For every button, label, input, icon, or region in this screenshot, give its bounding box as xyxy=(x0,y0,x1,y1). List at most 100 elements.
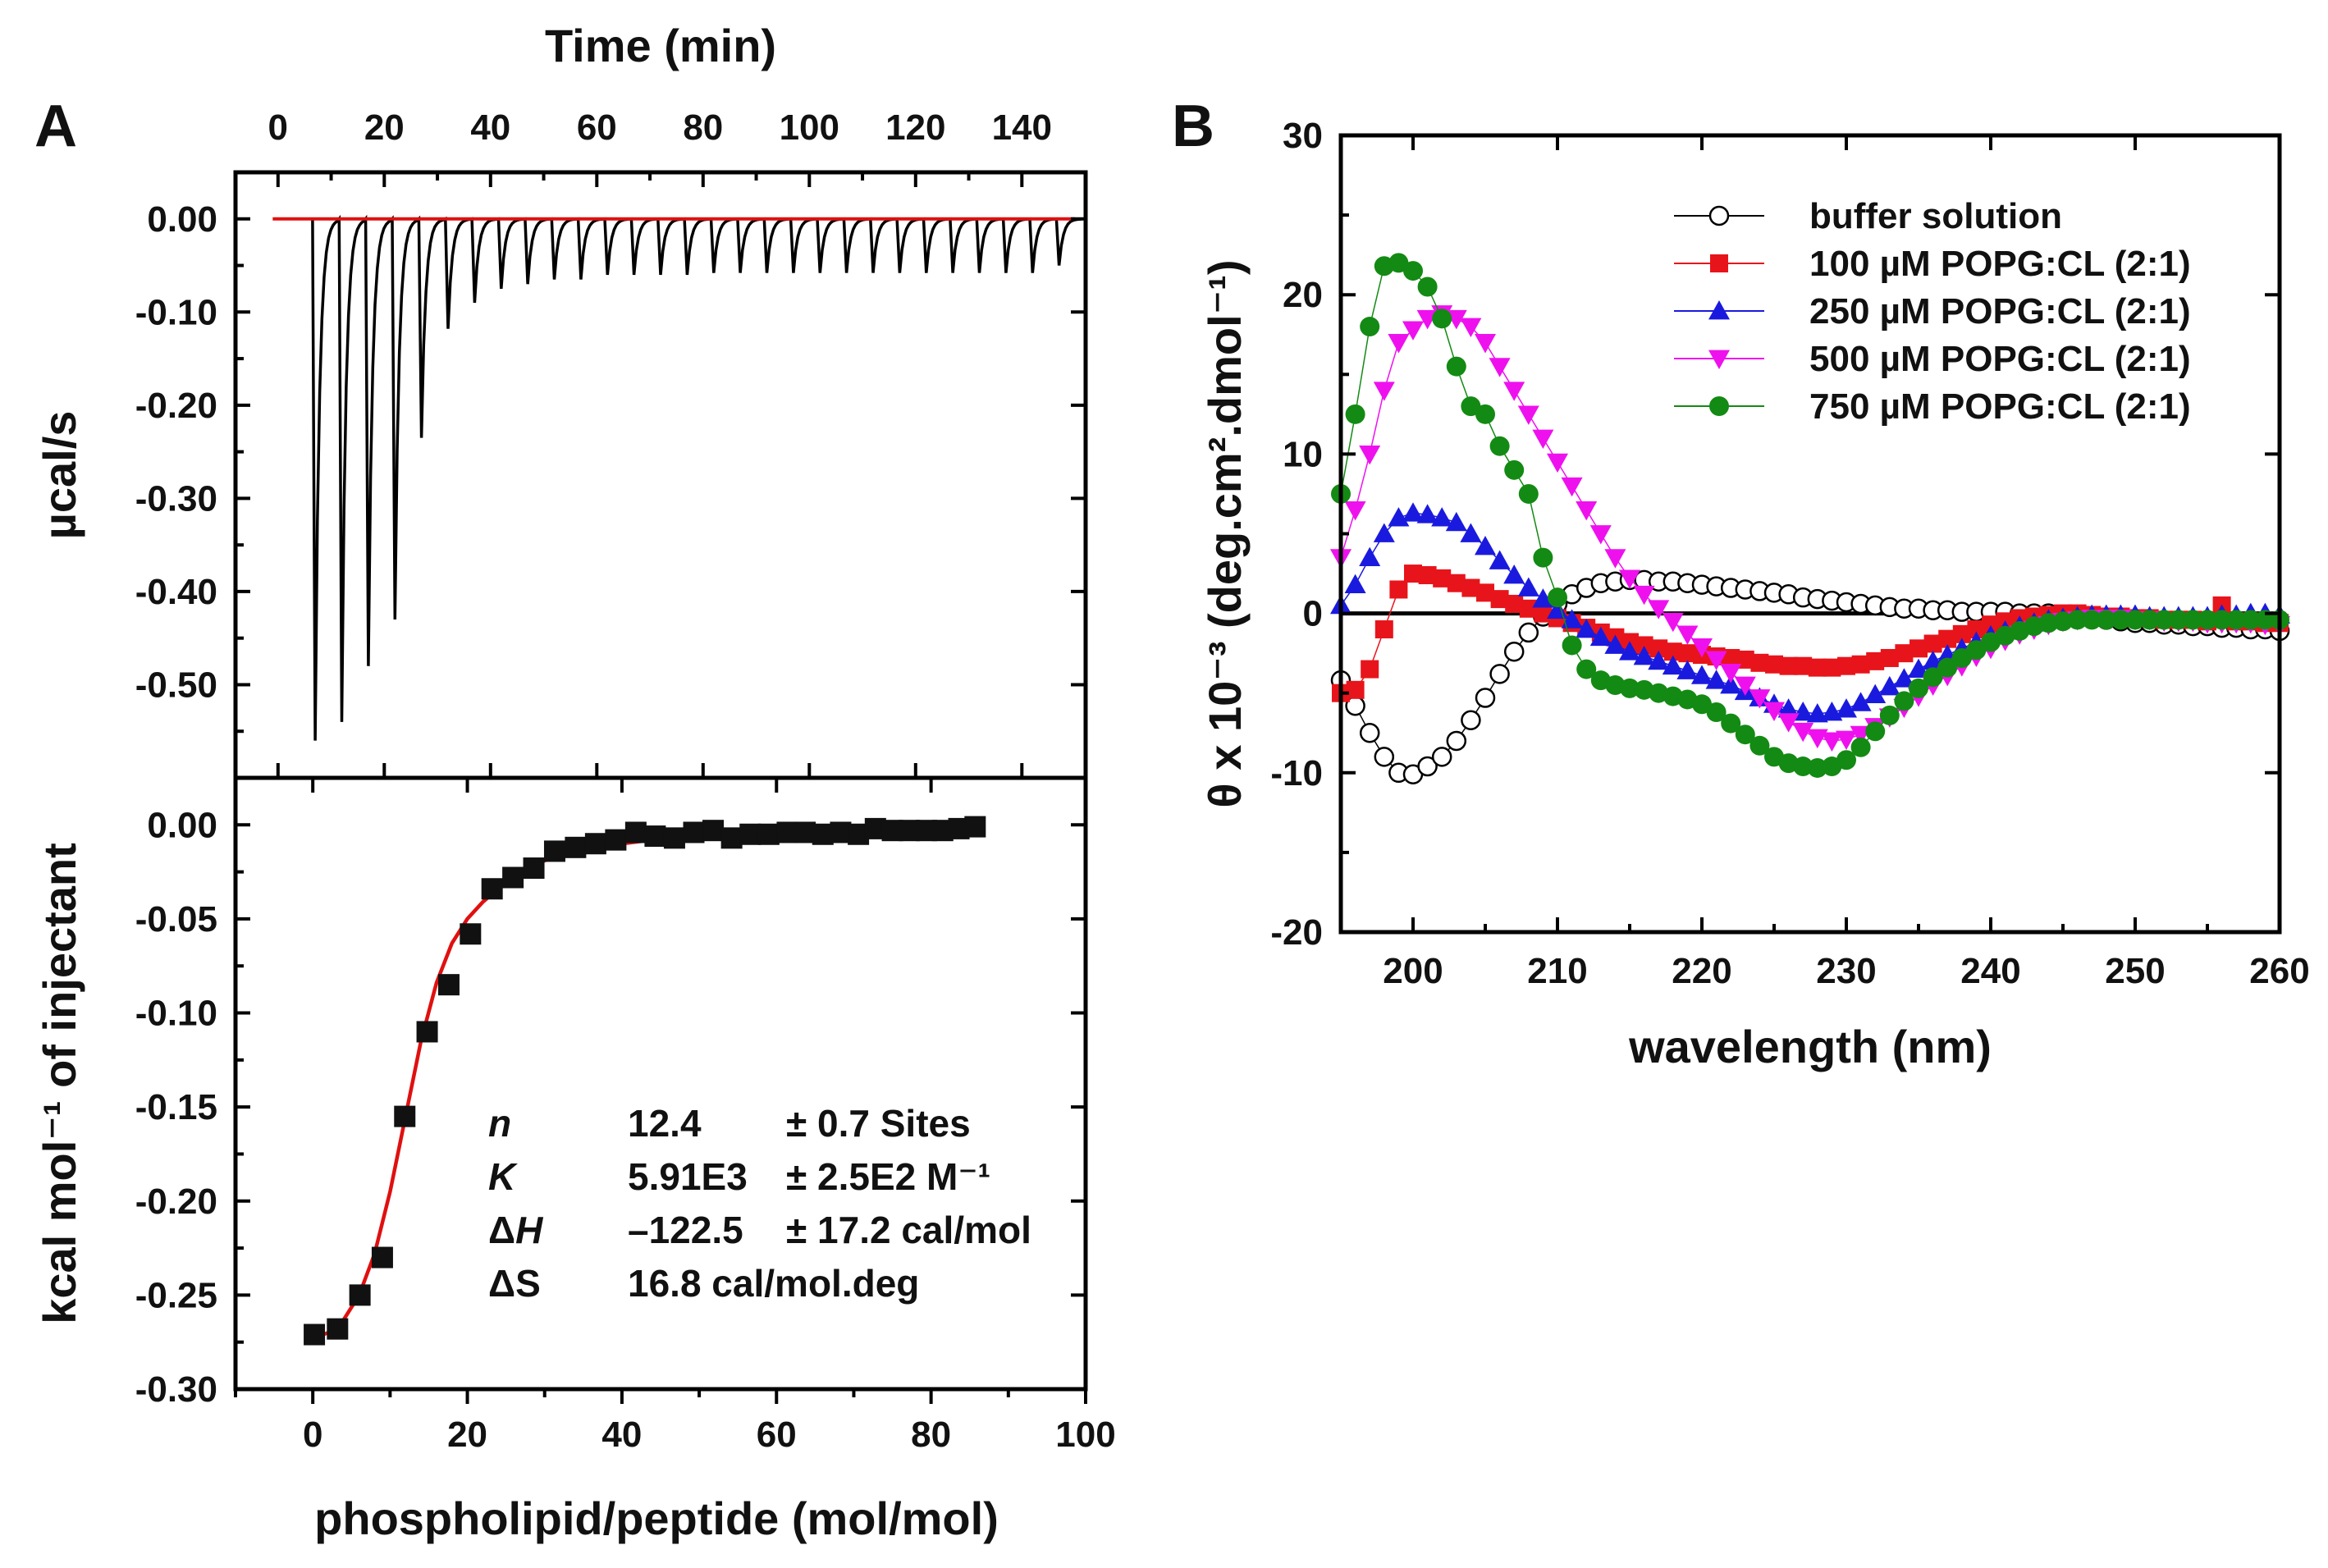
y-tick-label: -0.20 xyxy=(135,1182,217,1222)
series-point xyxy=(2139,610,2160,630)
cd-spectra-plot: -20 -10 0 10 20 30 200 210 220 230 240 250 260 wavele… xyxy=(1199,116,2310,1072)
series-point xyxy=(1879,705,1900,725)
series-point xyxy=(1489,358,1511,377)
series-point xyxy=(1432,309,1452,329)
data-point xyxy=(543,840,565,862)
series-point xyxy=(1460,318,1482,338)
data-point xyxy=(371,1246,393,1269)
series-point xyxy=(1982,615,2000,634)
series-point xyxy=(1489,550,1511,569)
x-tick-label: 140 xyxy=(992,107,1052,148)
series-point xyxy=(1460,523,1482,542)
param-name: ΔH xyxy=(488,1209,543,1251)
data-point xyxy=(605,829,627,851)
series-point xyxy=(1475,404,1495,424)
y-tick-label: -0.05 xyxy=(135,899,217,939)
series-point xyxy=(1837,656,1855,675)
series-point xyxy=(1402,502,1424,522)
series-point xyxy=(1461,578,1480,597)
series-point xyxy=(2125,610,2145,630)
y-tick-label: -0.40 xyxy=(135,572,217,612)
series-point xyxy=(1923,634,1942,653)
series-point xyxy=(1373,382,1395,401)
series-point xyxy=(1504,459,1525,480)
data-point xyxy=(964,816,986,838)
series-point xyxy=(1417,756,1438,777)
series-point xyxy=(1662,655,1684,675)
x-tick-label: 120 xyxy=(885,107,945,148)
series-point xyxy=(1360,317,1380,337)
series-point xyxy=(2240,610,2261,630)
series-point xyxy=(1359,546,1381,567)
series-point xyxy=(1403,261,1423,281)
series-point xyxy=(1346,680,1365,699)
series-point xyxy=(1433,569,1452,587)
series-point xyxy=(1777,698,1800,718)
series-point xyxy=(1966,640,1987,661)
series-point xyxy=(1720,664,1742,683)
series-point xyxy=(1619,569,1640,589)
y-tick-label: -0.20 xyxy=(135,386,217,426)
series-point xyxy=(1445,511,1467,532)
data-point xyxy=(565,836,587,858)
y-tick-label: -10 xyxy=(1270,753,1323,793)
series-point xyxy=(1894,691,1914,711)
series-point xyxy=(2198,610,2217,630)
series-point xyxy=(1952,624,1971,643)
series-point xyxy=(1720,674,1742,694)
series-point xyxy=(1388,253,1409,273)
panel-a-letter: A xyxy=(34,94,77,159)
series-point xyxy=(1404,565,1422,583)
series-point xyxy=(1561,477,1583,497)
series-point xyxy=(1937,657,1958,678)
series-point xyxy=(1446,356,1466,377)
data-point xyxy=(702,820,725,842)
series-point xyxy=(1503,382,1525,401)
data-point xyxy=(523,857,545,880)
series-point xyxy=(1880,648,1899,667)
series-point xyxy=(1518,483,1539,504)
legend-marker xyxy=(1708,300,1730,320)
param-name: ΔS xyxy=(488,1262,541,1305)
series-point xyxy=(1604,549,1626,569)
x-tick-label: 230 xyxy=(1816,951,1876,991)
series-point xyxy=(1633,646,1655,665)
series-point xyxy=(1505,594,1524,613)
data-point xyxy=(683,821,705,843)
series-point xyxy=(1475,334,1496,354)
y-tick-label: -0.10 xyxy=(135,292,217,332)
data-point xyxy=(304,1323,326,1346)
data-point xyxy=(757,823,780,845)
x-axis-title: wavelength (nm) xyxy=(1628,1021,1992,1072)
series-point xyxy=(1345,404,1365,424)
data-point xyxy=(481,878,503,900)
series-point xyxy=(1532,429,1554,449)
data-point xyxy=(437,974,460,996)
x-axis-title: Time (min) xyxy=(545,20,776,71)
series-point xyxy=(1706,702,1727,723)
legend-marker xyxy=(1710,254,1728,272)
series-point xyxy=(1836,698,1857,718)
series-point xyxy=(1763,702,1785,722)
itc-integrated-plot: 0.00 -0.05 -0.10 -0.15 -0.20 -0.25 -0.30 0 20 40 6… xyxy=(34,775,1116,1544)
series-point xyxy=(1517,577,1539,597)
x-tick-label: 260 xyxy=(2249,951,2309,991)
series-point xyxy=(1489,436,1510,456)
series-point xyxy=(1691,638,1713,658)
series-point xyxy=(1938,629,1957,648)
series-0 xyxy=(1330,569,2290,784)
legend-marker xyxy=(1708,205,1730,226)
series-point xyxy=(1895,644,1914,663)
series-point xyxy=(1823,658,1841,677)
y-tick-label: 0.00 xyxy=(147,199,217,240)
param-symbol: H xyxy=(515,1209,543,1251)
x-tick-label: 40 xyxy=(470,107,510,148)
series-point xyxy=(1635,636,1653,655)
series-point xyxy=(1806,702,1828,723)
series-point xyxy=(2154,610,2175,630)
series-point xyxy=(1836,750,1856,770)
series-point xyxy=(1749,689,1771,709)
series-point xyxy=(2082,610,2102,630)
data-point xyxy=(502,866,524,889)
